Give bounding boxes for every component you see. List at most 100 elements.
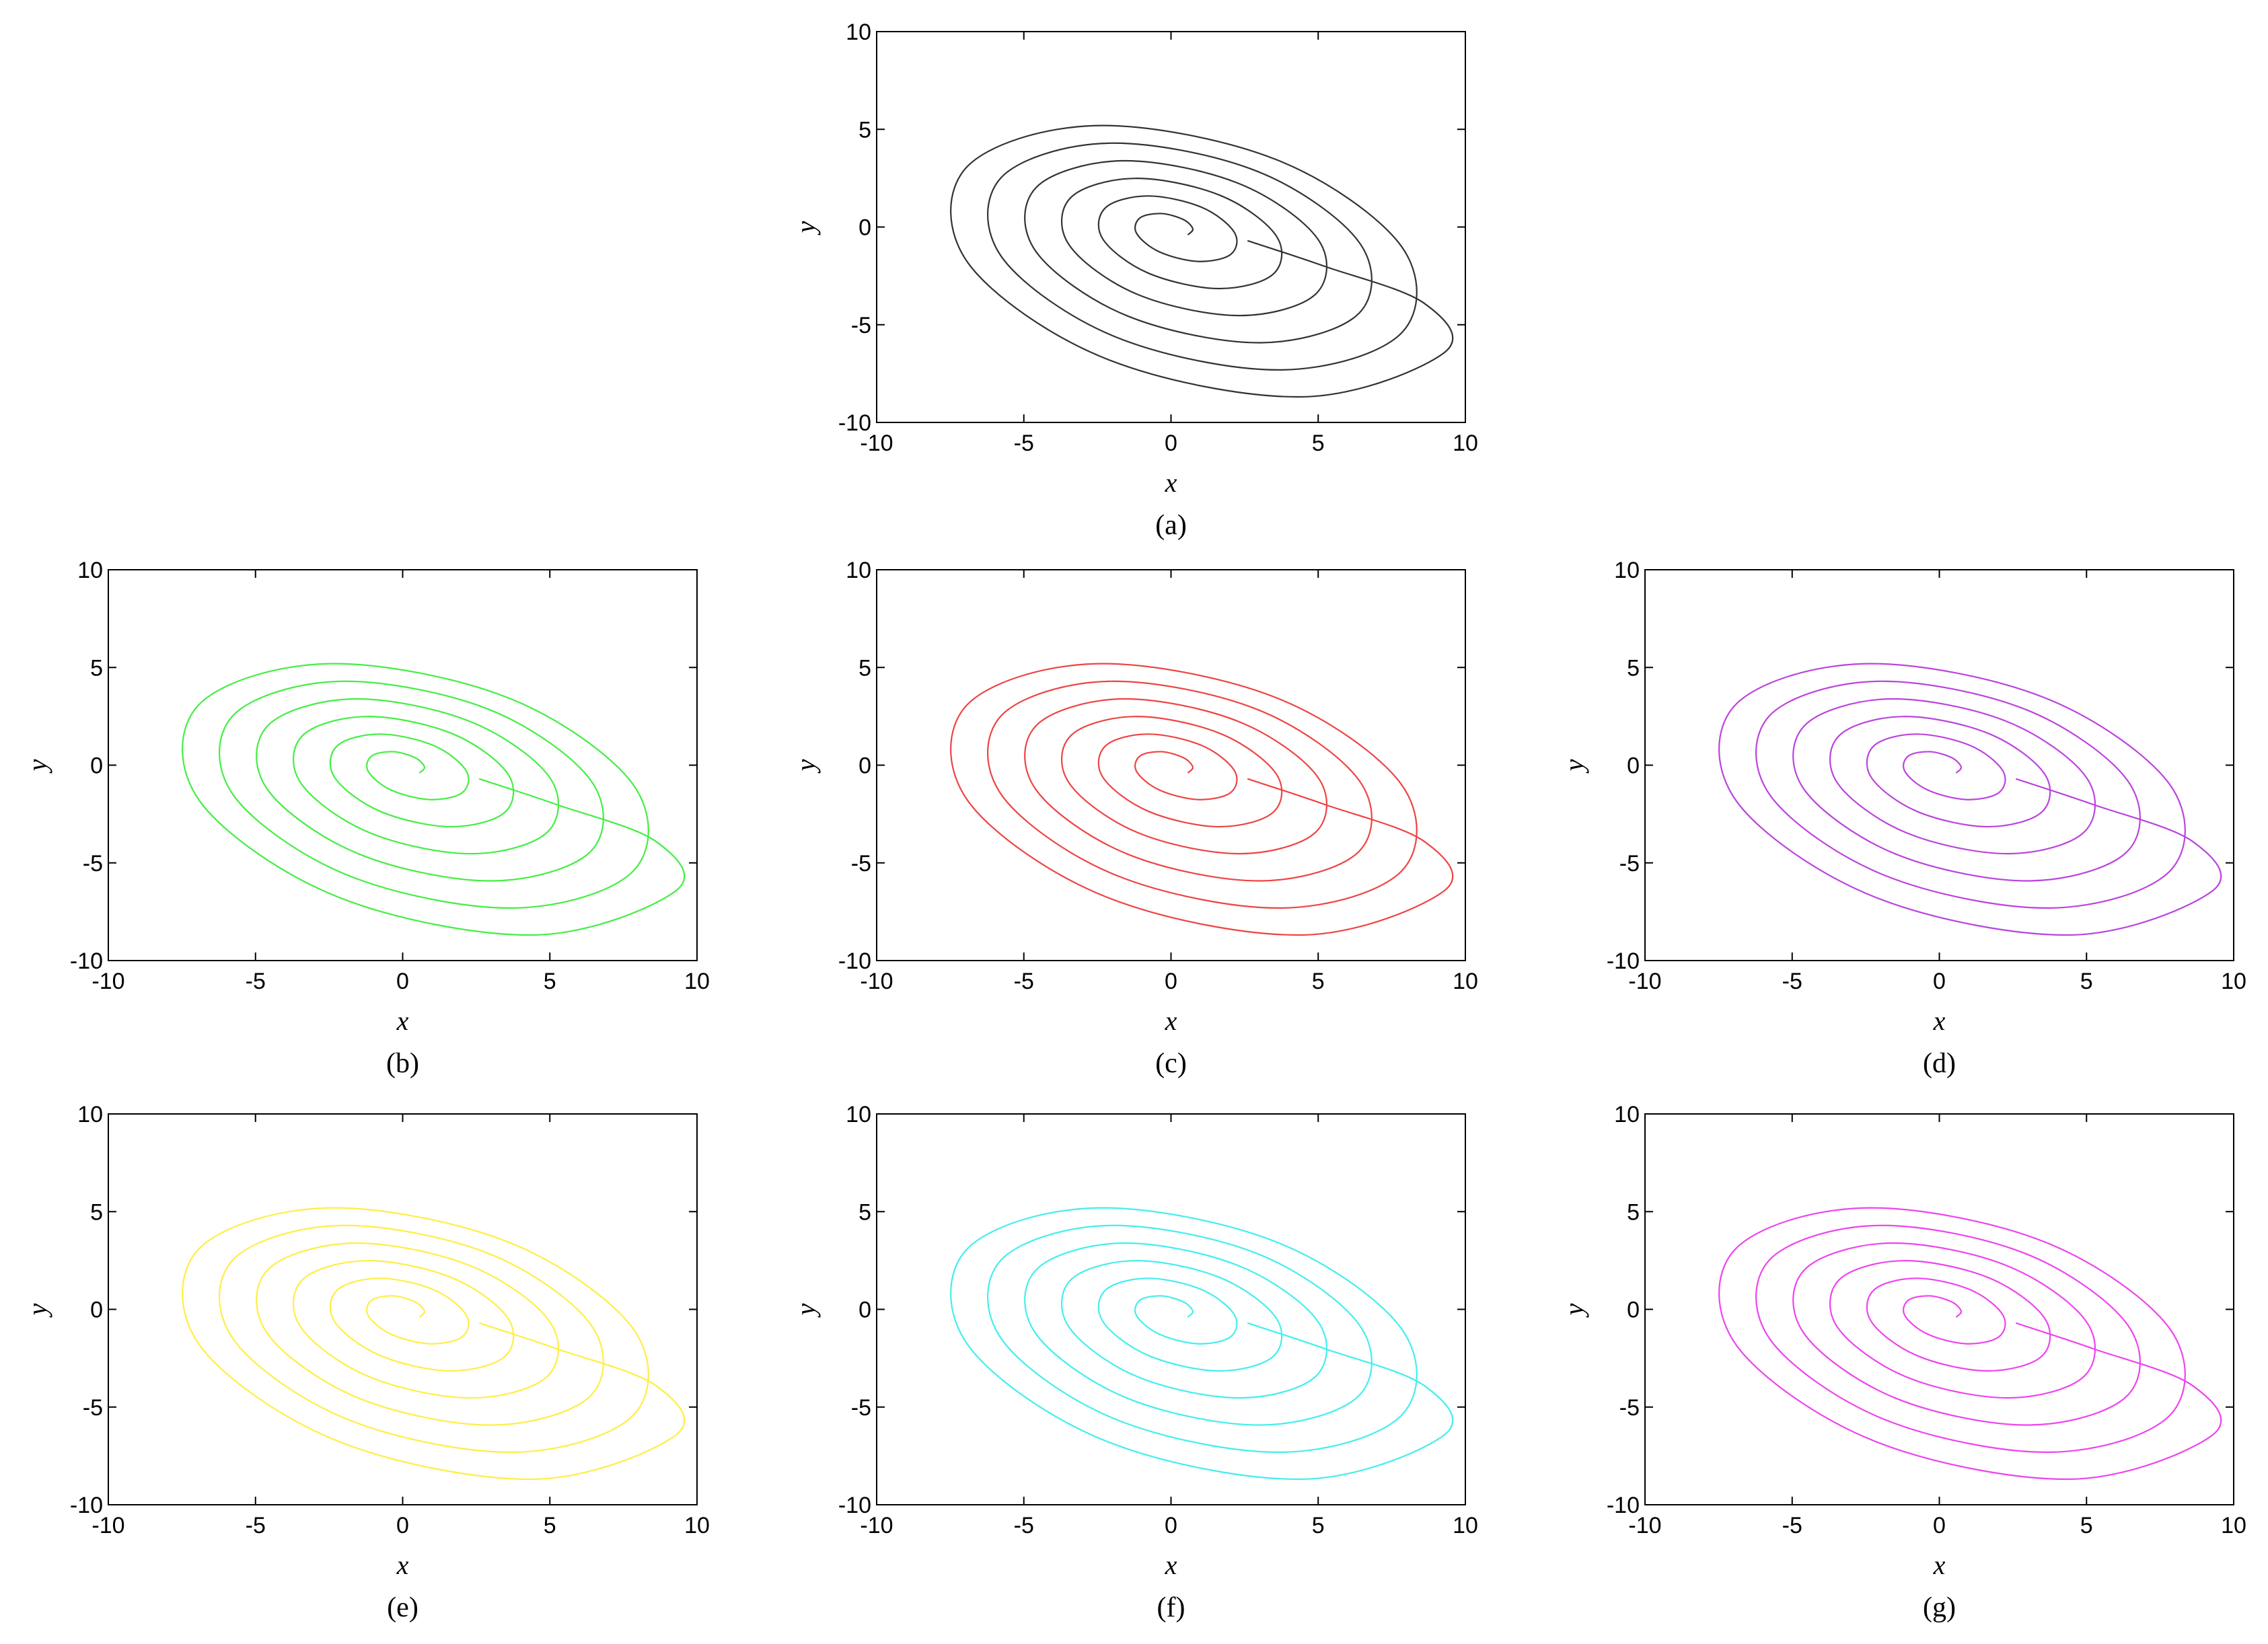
y-tick-label: 10 xyxy=(846,1102,871,1127)
y-axis-label: y xyxy=(791,1303,821,1318)
y-tick-label: 5 xyxy=(858,655,871,681)
y-tick-label: 0 xyxy=(858,753,871,779)
y-tick-label: 5 xyxy=(1627,1199,1640,1225)
subplot: -10 -5 0 5 10 -10 -5 0 5 10 x y (d) xyxy=(1559,558,2246,1079)
plot-area xyxy=(950,124,1454,398)
x-tick-label: -5 xyxy=(1782,1513,1802,1538)
caption: (d) xyxy=(1923,1048,1956,1079)
plot-area xyxy=(950,1207,1454,1481)
trajectory xyxy=(1718,1207,2222,1481)
y-axis-label: y xyxy=(791,221,821,235)
y-tick-label: -5 xyxy=(1619,851,1640,876)
y-axis-label: y xyxy=(22,1303,52,1318)
x-axis-label: x xyxy=(1933,1006,1946,1036)
x-axis-label: x xyxy=(1165,1550,1177,1580)
y-tick-label: 10 xyxy=(77,1102,103,1127)
y-tick-label: 5 xyxy=(858,117,871,143)
y-tick-label: 10 xyxy=(846,20,871,45)
y-tick-label: -5 xyxy=(83,1395,103,1421)
y-tick-label: -10 xyxy=(1607,948,1640,974)
trajectory xyxy=(182,1207,686,1481)
x-tick-label: 0 xyxy=(1165,969,1177,994)
y-axis-label: y xyxy=(1559,1303,1589,1318)
y-tick-label: 0 xyxy=(858,1298,871,1323)
x-tick-label: 10 xyxy=(684,969,710,994)
y-tick-label: 0 xyxy=(1627,753,1640,779)
y-tick-label: 10 xyxy=(77,558,103,583)
caption: (c) xyxy=(1155,1048,1187,1079)
x-tick-label: -10 xyxy=(92,969,124,994)
x-tick-label: 0 xyxy=(1933,969,1946,994)
y-tick-label: -10 xyxy=(838,1493,871,1518)
x-tick-label: 0 xyxy=(396,969,409,994)
y-tick-label: 5 xyxy=(1627,655,1640,681)
y-tick-label: -5 xyxy=(851,851,871,876)
y-tick-label: 10 xyxy=(1614,1102,1640,1127)
x-axis-label: x xyxy=(396,1006,409,1036)
x-tick-label: -5 xyxy=(1782,969,1802,994)
y-tick-label: 10 xyxy=(846,558,871,583)
x-tick-label: -10 xyxy=(1628,969,1661,994)
axes-box xyxy=(876,31,1466,423)
x-tick-label: -5 xyxy=(1014,1513,1034,1538)
x-axis-label: x xyxy=(396,1550,409,1580)
axes-box xyxy=(876,569,1466,961)
subplot: -10 -5 0 5 10 -10 -5 0 5 10 x y (f) xyxy=(791,1102,1478,1623)
x-axis-label: x xyxy=(1165,1006,1177,1036)
x-tick-label: -5 xyxy=(1014,431,1034,456)
subplot: -10 -5 0 5 10 -10 -5 0 5 10 x y (a) xyxy=(791,20,1478,541)
y-tick-label: 5 xyxy=(90,655,103,681)
y-tick-label: 5 xyxy=(858,1199,871,1225)
trajectory xyxy=(182,663,686,936)
y-tick-label: -5 xyxy=(851,1395,871,1421)
y-axis-label: y xyxy=(791,759,821,774)
y-tick-label: -10 xyxy=(838,410,871,436)
y-tick-label: 0 xyxy=(90,753,103,779)
x-tick-label: 0 xyxy=(1165,431,1177,456)
plot-area xyxy=(182,1207,686,1481)
x-tick-label: 10 xyxy=(2221,1513,2246,1538)
axes-box xyxy=(1644,1113,2234,1505)
y-tick-label: 5 xyxy=(90,1199,103,1225)
x-tick-label: -5 xyxy=(1014,969,1034,994)
x-tick-label: 5 xyxy=(544,1513,556,1538)
x-tick-label: 10 xyxy=(2221,969,2246,994)
plot-area xyxy=(950,663,1454,936)
y-tick-label: -5 xyxy=(83,851,103,876)
x-axis-label: x xyxy=(1165,468,1177,498)
x-tick-label: 5 xyxy=(1312,969,1325,994)
caption: (a) xyxy=(1155,510,1187,541)
x-tick-label: -10 xyxy=(860,431,893,456)
x-tick-label: 0 xyxy=(1165,1513,1177,1538)
subplot: -10 -5 0 5 10 -10 -5 0 5 10 x y (b) xyxy=(22,558,710,1079)
y-tick-label: -10 xyxy=(70,948,103,974)
x-tick-label: -5 xyxy=(246,1513,266,1538)
x-tick-label: 5 xyxy=(2080,1513,2093,1538)
x-tick-label: 5 xyxy=(544,969,556,994)
subplot: -10 -5 0 5 10 -10 -5 0 5 10 x y (c) xyxy=(791,558,1478,1079)
y-tick-label: -5 xyxy=(851,313,871,338)
axes-box xyxy=(108,569,698,961)
caption: (b) xyxy=(386,1048,419,1079)
plot-area xyxy=(182,663,686,936)
subplot: -10 -5 0 5 10 -10 -5 0 5 10 x y (e) xyxy=(22,1102,710,1623)
plot-area xyxy=(1718,663,2222,936)
y-tick-label: -10 xyxy=(1607,1493,1640,1518)
y-tick-label: 10 xyxy=(1614,558,1640,583)
y-axis-label: y xyxy=(22,759,52,774)
x-tick-label: 5 xyxy=(2080,969,2093,994)
x-tick-label: 0 xyxy=(1933,1513,1946,1538)
x-tick-label: 5 xyxy=(1312,1513,1325,1538)
x-tick-label: -10 xyxy=(860,969,893,994)
plot-area xyxy=(1718,1207,2222,1481)
trajectory xyxy=(950,663,1454,936)
trajectory xyxy=(1718,663,2222,936)
axes-box xyxy=(1644,569,2234,961)
caption: (g) xyxy=(1923,1592,1956,1623)
subplot: -10 -5 0 5 10 -10 -5 0 5 10 x y (g) xyxy=(1559,1102,2246,1623)
axes-box xyxy=(876,1113,1466,1505)
caption: (f) xyxy=(1157,1592,1185,1623)
trajectory xyxy=(950,124,1454,398)
